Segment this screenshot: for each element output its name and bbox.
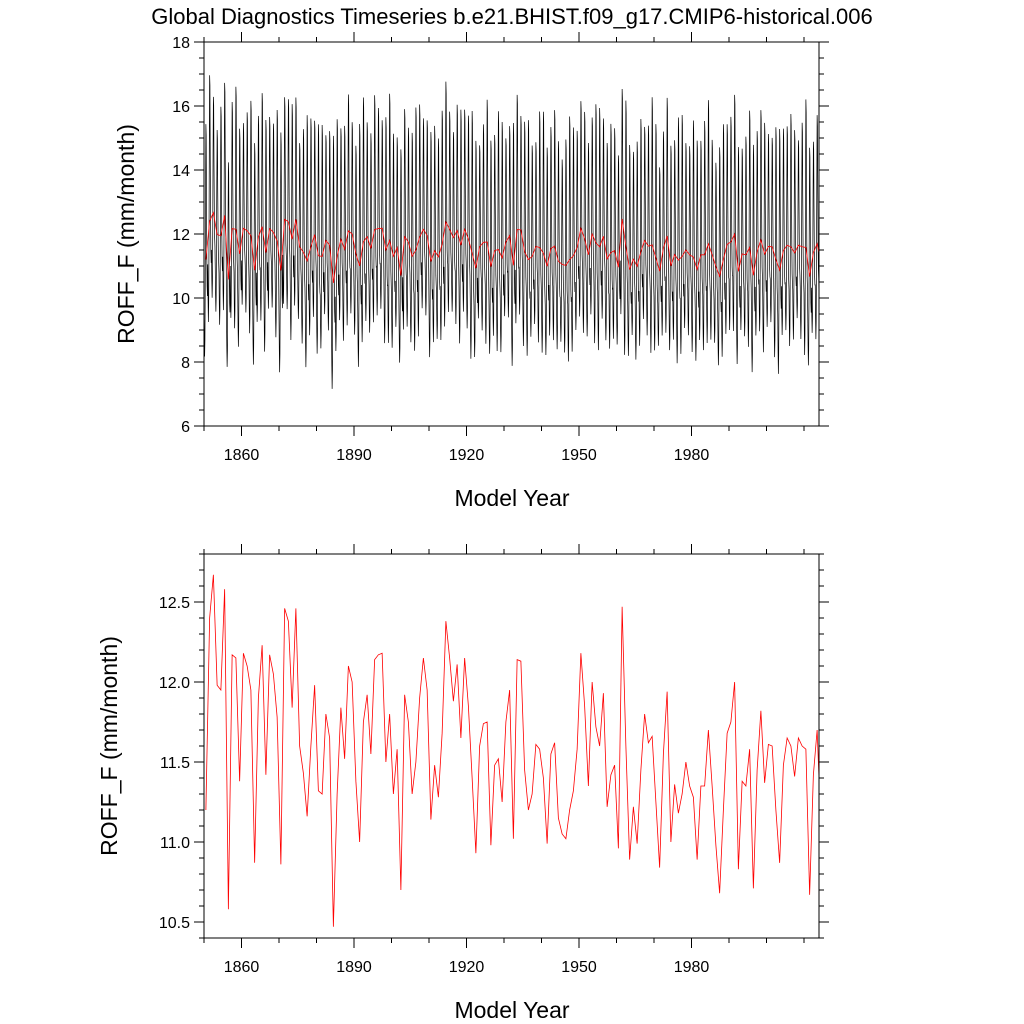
top-y-tick-label: 18 xyxy=(172,35,190,52)
bottom-annual-series-line xyxy=(205,574,819,927)
top-y-tick-label: 6 xyxy=(181,419,190,436)
top-x-tick-label: 1890 xyxy=(336,447,372,464)
figure-title: Global Diagnostics Timeseries b.e21.BHIS… xyxy=(151,4,872,29)
bottom-y-tick-label: 10.5 xyxy=(159,915,190,932)
bottom-x-axis-label: Model Year xyxy=(454,997,569,1023)
top-x-tick-label: 1980 xyxy=(674,447,710,464)
top-x-tick-label: 1920 xyxy=(449,447,485,464)
top-monthly-series-line xyxy=(204,75,819,389)
bottom-x-tick-label: 1950 xyxy=(561,959,597,976)
top-series-group xyxy=(204,75,819,389)
top-panel: 1860 1890 1920 1950 1980 6 8 10 12 14 16 18 ROFF_F … xyxy=(113,32,829,511)
bottom-axes: 1860 1890 1920 1950 1980 10.5 11.0 11.5 12.0 12.5 xyxy=(159,544,829,976)
bottom-y-tick-label: 11.0 xyxy=(160,835,190,852)
bottom-panel: 1860 1890 1920 1950 1980 10.5 11.0 11.5 12.0 12.5… xyxy=(96,544,829,1023)
bottom-y-tick-label: 12.0 xyxy=(159,675,190,692)
bottom-y-axis-label: ROFF_F (mm/month) xyxy=(96,636,122,856)
top-y-tick-label: 14 xyxy=(172,163,190,180)
top-x-axis-label: Model Year xyxy=(454,485,569,511)
top-y-tick-label: 16 xyxy=(172,99,190,116)
bottom-y-tick-label: 11.5 xyxy=(160,755,190,772)
top-annual-series-line xyxy=(205,211,819,284)
top-y-tick-label: 8 xyxy=(181,355,190,372)
top-x-tick-label: 1950 xyxy=(561,447,597,464)
top-y-tick-label: 12 xyxy=(172,227,190,244)
top-axes: 1860 1890 1920 1950 1980 6 8 10 12 14 16 18 xyxy=(172,32,829,464)
bottom-x-tick-label: 1980 xyxy=(674,959,710,976)
top-y-tick-label: 10 xyxy=(172,291,190,308)
bottom-x-tick-label: 1920 xyxy=(449,959,485,976)
bottom-y-tick-label: 12.5 xyxy=(159,595,190,612)
bottom-x-tick-label: 1860 xyxy=(224,959,260,976)
bottom-x-tick-label: 1890 xyxy=(336,959,372,976)
top-y-axis-label: ROFF_F (mm/month) xyxy=(113,124,139,344)
top-x-tick-label: 1860 xyxy=(224,447,260,464)
bottom-series-group xyxy=(205,574,819,927)
